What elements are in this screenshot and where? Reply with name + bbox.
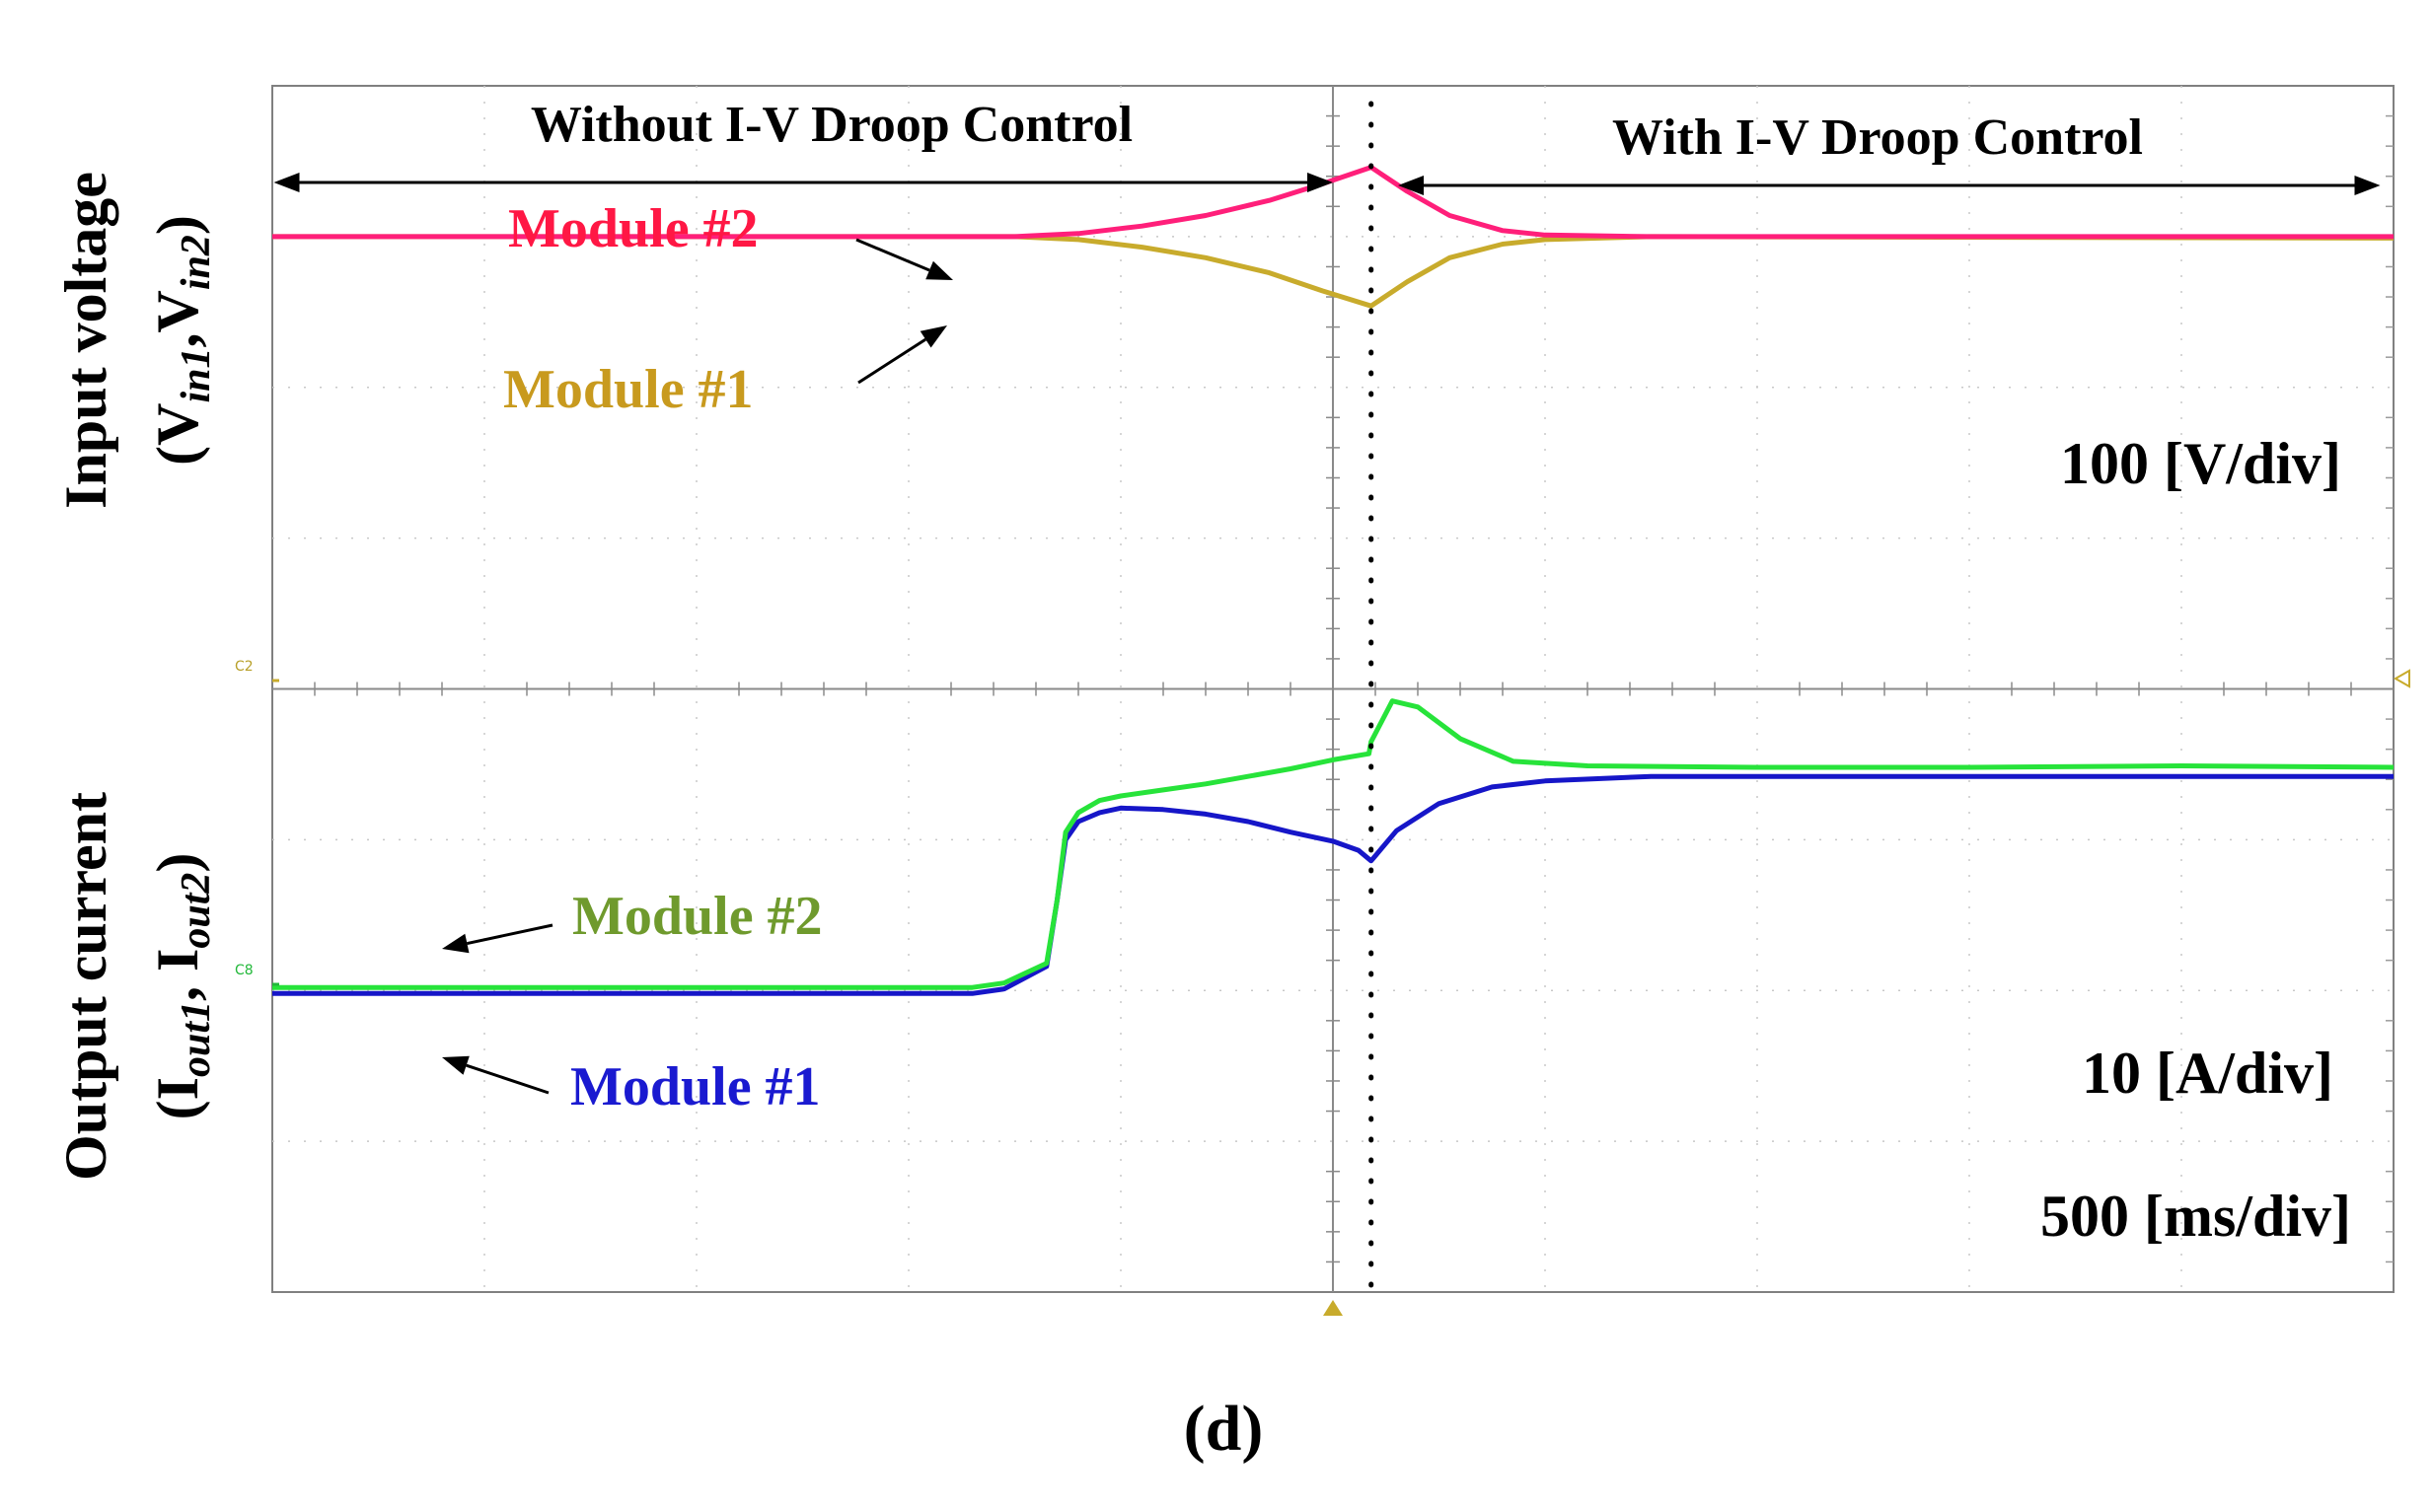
pointer-iout-module2-head [442,933,470,954]
grid [271,85,2395,1293]
overlay [272,101,2410,1316]
pointer-vin-module2-shaft [855,238,930,272]
region-arrow-with-droop-head-left [1398,176,1424,195]
pointer-iout-module2-shaft [467,923,553,946]
region-arrow-with-droop-head-right [2354,176,2381,195]
trace-input-voltage-module2 [272,165,2394,240]
pointer-vin-module2-head [925,260,953,280]
region-arrow-without-droop-head-right [1307,173,1333,192]
trace-input-voltage-module1 [272,234,2395,309]
series-label-vin-module2: Module #2 [508,198,759,259]
channel-mark-c2: C2 [235,659,254,675]
scale-time: 500 [ms/div] [2040,1184,2351,1249]
series-label-iout-module2: Module #2 [572,886,823,947]
ylabel-input-voltage: Input voltage [53,172,118,509]
pointer-iout-module1-shaft [466,1063,550,1095]
traces [272,165,2395,996]
series-label-iout-module1: Module #1 [570,1056,821,1117]
region-arrow-without-droop-head-left [273,173,300,192]
pointer-vin-module1-shaft [857,337,926,385]
pointer-vin-module1-head [920,325,947,348]
region-label-with-droop: With I-V Droop Control [1612,109,2143,166]
scale-current: 10 [A/div] [2082,1041,2333,1106]
trace-output-current-module2 [272,698,2395,990]
series-label-vin-module1: Module #1 [503,359,754,420]
ylabel-output-current: Output current [53,792,118,1181]
region-label-without-droop: Without I-V Droop Control [531,97,1133,153]
ylabel-output-current-symbols: (Iout1, Iout2) [145,853,219,1120]
pointer-iout-module1-head [442,1055,470,1075]
scale-voltage: 100 [V/div] [2060,431,2341,496]
figure-caption: (d) [1184,1393,1264,1465]
channel-mark-c8: C8 [235,963,254,978]
ylabel-input-voltage-symbols: (Vin1,Vin2) [145,215,219,466]
ref-marker-right [2393,669,2410,688]
trigger-marker [1323,1300,1343,1316]
